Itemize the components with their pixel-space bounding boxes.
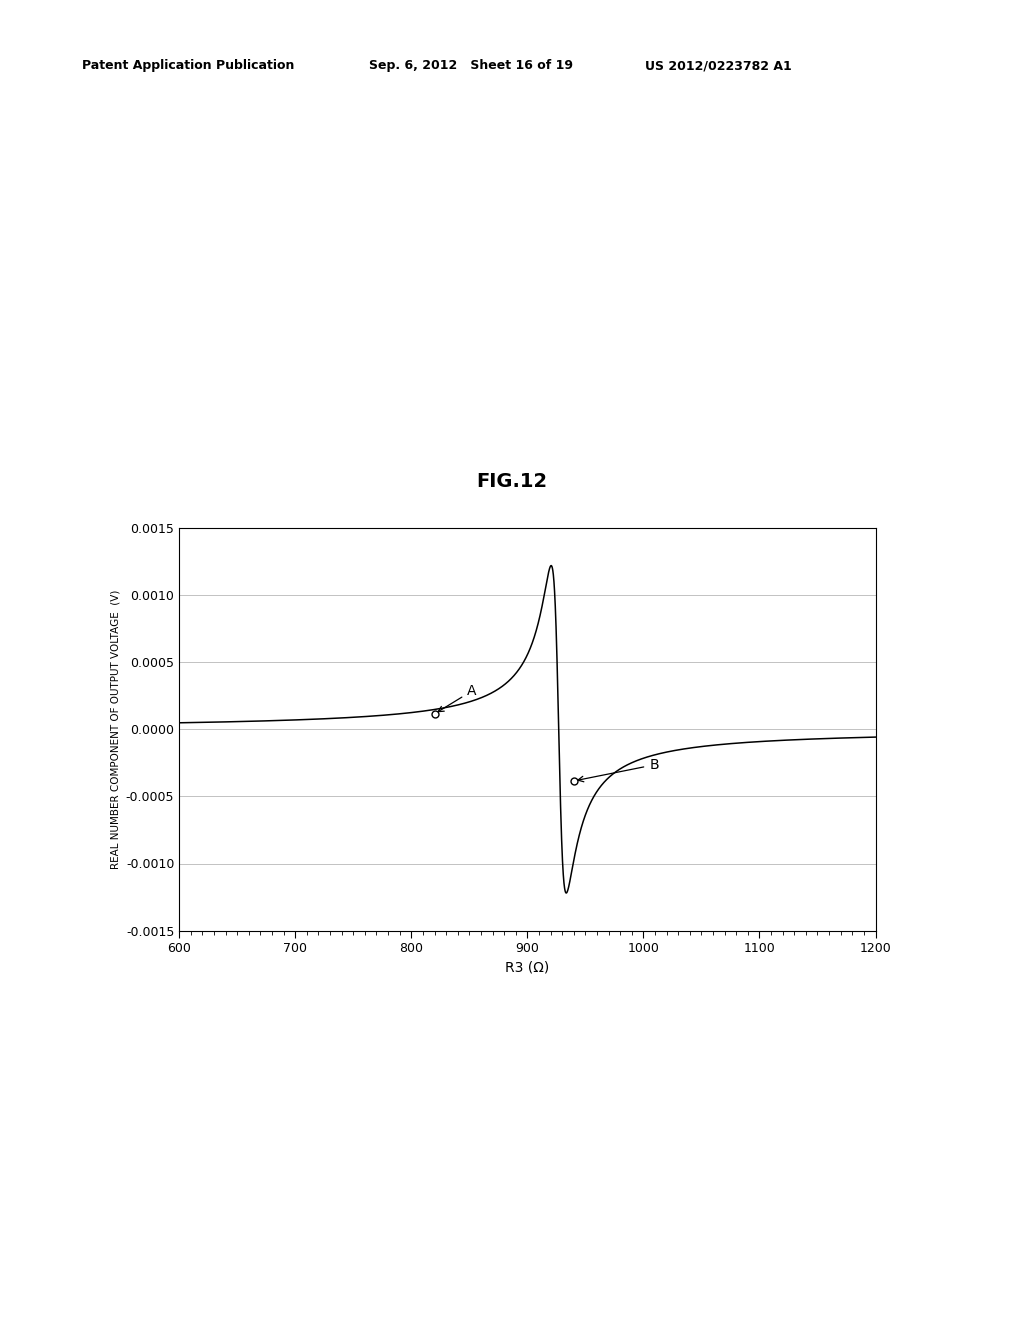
Y-axis label: REAL NUMBER COMPONENT OF OUTPUT VOLTAGE  (V): REAL NUMBER COMPONENT OF OUTPUT VOLTAGE …: [111, 590, 120, 869]
X-axis label: R3 (Ω): R3 (Ω): [505, 961, 550, 975]
Text: B: B: [578, 758, 658, 781]
Text: US 2012/0223782 A1: US 2012/0223782 A1: [645, 59, 792, 73]
Text: Patent Application Publication: Patent Application Publication: [82, 59, 294, 73]
Text: FIG.12: FIG.12: [476, 473, 548, 491]
Text: Sep. 6, 2012   Sheet 16 of 19: Sep. 6, 2012 Sheet 16 of 19: [369, 59, 572, 73]
Text: A: A: [438, 684, 476, 711]
